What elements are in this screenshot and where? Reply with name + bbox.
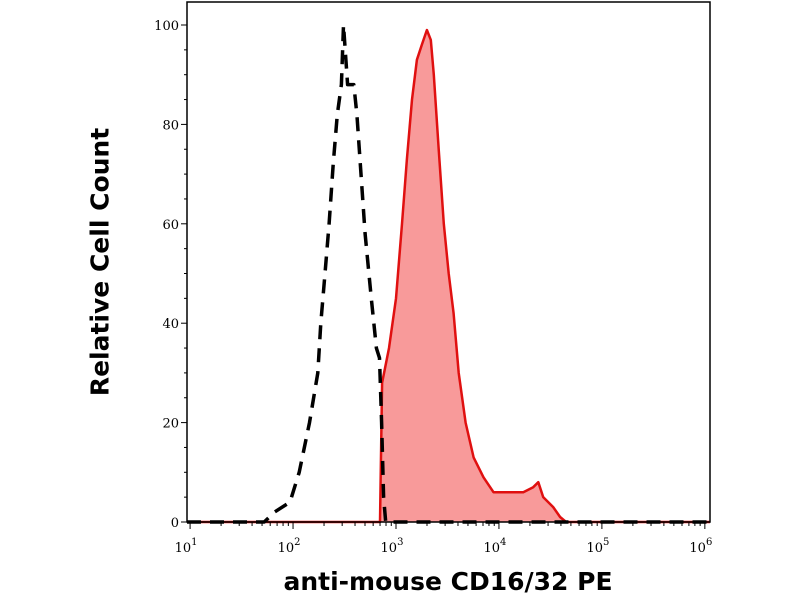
control-series-line bbox=[187, 23, 710, 524]
x-tick-label: 103 bbox=[381, 537, 404, 556]
x-tick-label: 102 bbox=[278, 537, 301, 556]
y-tick-label: 40 bbox=[162, 317, 179, 332]
y-tick-label: 80 bbox=[162, 118, 179, 133]
x-axis-label: anti-mouse CD16/32 PE bbox=[283, 567, 613, 596]
x-tick-label: 106 bbox=[689, 537, 712, 556]
x-tick-label: 104 bbox=[483, 537, 506, 556]
stained-series-line bbox=[187, 28, 710, 524]
y-tick-label: 60 bbox=[162, 218, 179, 233]
y-axis-label: Relative Cell Count bbox=[85, 127, 115, 397]
y-tick-label: 100 bbox=[154, 19, 179, 34]
x-tick-label: 105 bbox=[586, 537, 609, 556]
y-tick-label: 0 bbox=[171, 516, 179, 531]
plot-frame bbox=[186, 1, 711, 523]
y-tick-label: 20 bbox=[162, 417, 179, 432]
x-tick-label: 101 bbox=[175, 537, 198, 556]
